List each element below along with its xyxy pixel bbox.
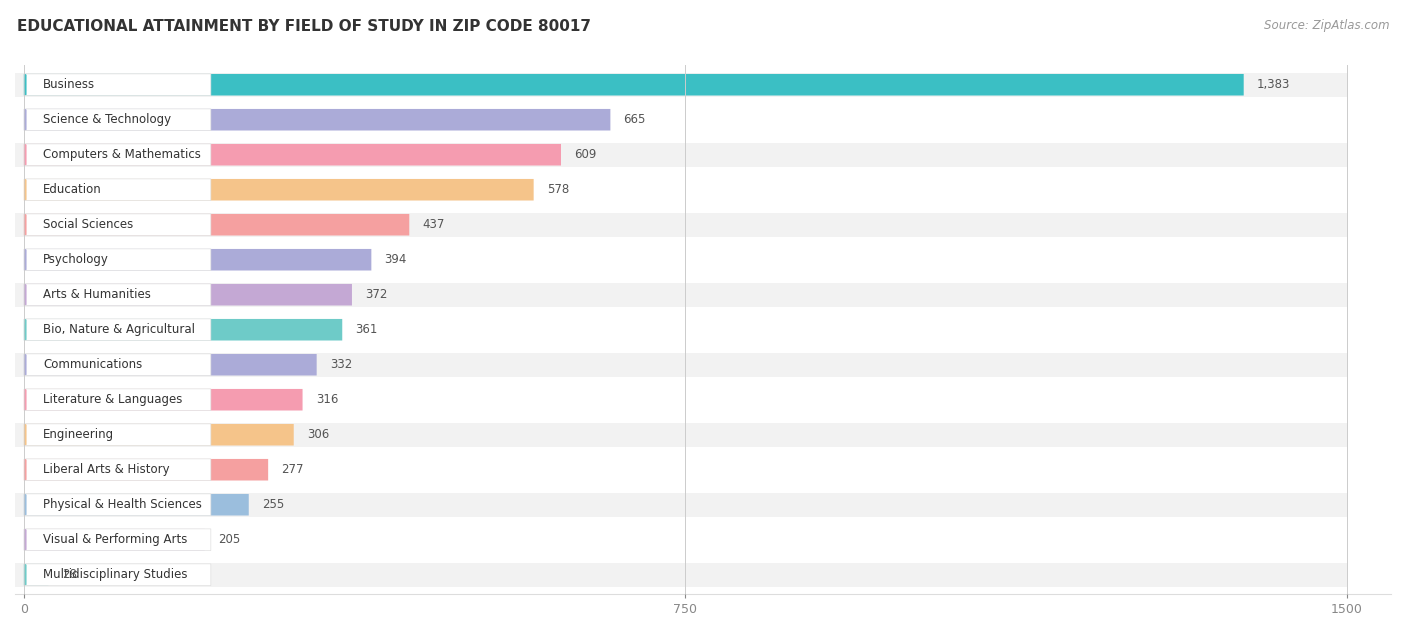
Text: 306: 306	[307, 428, 329, 441]
FancyBboxPatch shape	[0, 108, 1347, 132]
Text: Bio, Nature & Agricultural: Bio, Nature & Agricultural	[44, 323, 195, 336]
FancyBboxPatch shape	[25, 179, 211, 201]
Text: EDUCATIONAL ATTAINMENT BY FIELD OF STUDY IN ZIP CODE 80017: EDUCATIONAL ATTAINMENT BY FIELD OF STUDY…	[17, 19, 591, 34]
FancyBboxPatch shape	[25, 144, 211, 165]
FancyBboxPatch shape	[0, 353, 1347, 377]
FancyBboxPatch shape	[24, 109, 610, 131]
Text: Source: ZipAtlas.com: Source: ZipAtlas.com	[1264, 19, 1389, 32]
Text: 361: 361	[356, 323, 378, 336]
FancyBboxPatch shape	[25, 564, 211, 586]
FancyBboxPatch shape	[0, 423, 1347, 447]
Text: 205: 205	[218, 533, 240, 546]
Text: 277: 277	[281, 463, 304, 476]
FancyBboxPatch shape	[25, 424, 211, 445]
FancyBboxPatch shape	[24, 529, 205, 550]
Text: 437: 437	[423, 218, 444, 231]
FancyBboxPatch shape	[0, 73, 1347, 97]
FancyBboxPatch shape	[24, 144, 561, 165]
Text: Communications: Communications	[44, 358, 142, 371]
FancyBboxPatch shape	[24, 284, 351, 305]
Text: 665: 665	[624, 113, 645, 126]
FancyBboxPatch shape	[25, 389, 211, 411]
Text: Social Sciences: Social Sciences	[44, 218, 134, 231]
FancyBboxPatch shape	[24, 74, 1244, 95]
Text: 609: 609	[574, 148, 596, 162]
Text: 394: 394	[385, 253, 406, 266]
Text: Computers & Mathematics: Computers & Mathematics	[44, 148, 201, 162]
FancyBboxPatch shape	[24, 354, 316, 375]
Text: Visual & Performing Arts: Visual & Performing Arts	[44, 533, 187, 546]
FancyBboxPatch shape	[0, 143, 1347, 167]
Text: Engineering: Engineering	[44, 428, 114, 441]
FancyBboxPatch shape	[24, 214, 409, 235]
FancyBboxPatch shape	[24, 319, 342, 341]
FancyBboxPatch shape	[0, 248, 1347, 271]
Text: Business: Business	[44, 78, 96, 91]
FancyBboxPatch shape	[24, 179, 534, 201]
Text: 255: 255	[262, 498, 284, 511]
Text: Literature & Languages: Literature & Languages	[44, 393, 183, 406]
FancyBboxPatch shape	[24, 494, 249, 516]
FancyBboxPatch shape	[25, 249, 211, 271]
FancyBboxPatch shape	[0, 493, 1347, 517]
Text: 1,383: 1,383	[1257, 78, 1291, 91]
FancyBboxPatch shape	[0, 318, 1347, 341]
FancyBboxPatch shape	[24, 249, 371, 271]
Text: Psychology: Psychology	[44, 253, 110, 266]
FancyBboxPatch shape	[25, 494, 211, 516]
Text: 332: 332	[330, 358, 352, 371]
Text: 372: 372	[366, 288, 388, 301]
FancyBboxPatch shape	[0, 458, 1347, 481]
FancyBboxPatch shape	[24, 564, 49, 586]
FancyBboxPatch shape	[0, 528, 1347, 551]
FancyBboxPatch shape	[24, 424, 294, 445]
Text: 578: 578	[547, 183, 569, 196]
FancyBboxPatch shape	[25, 459, 211, 481]
Text: Arts & Humanities: Arts & Humanities	[44, 288, 150, 301]
Text: Physical & Health Sciences: Physical & Health Sciences	[44, 498, 202, 511]
Text: Liberal Arts & History: Liberal Arts & History	[44, 463, 170, 476]
FancyBboxPatch shape	[0, 388, 1347, 411]
FancyBboxPatch shape	[25, 319, 211, 341]
FancyBboxPatch shape	[0, 213, 1347, 237]
FancyBboxPatch shape	[25, 354, 211, 375]
FancyBboxPatch shape	[0, 563, 1347, 587]
Text: Science & Technology: Science & Technology	[44, 113, 172, 126]
Text: 28: 28	[62, 569, 76, 581]
FancyBboxPatch shape	[25, 109, 211, 131]
Text: Multidisciplinary Studies: Multidisciplinary Studies	[44, 569, 188, 581]
FancyBboxPatch shape	[0, 178, 1347, 202]
FancyBboxPatch shape	[0, 283, 1347, 307]
FancyBboxPatch shape	[25, 214, 211, 235]
FancyBboxPatch shape	[25, 529, 211, 551]
Text: Education: Education	[44, 183, 103, 196]
FancyBboxPatch shape	[24, 459, 269, 480]
FancyBboxPatch shape	[25, 284, 211, 305]
Text: 316: 316	[316, 393, 339, 406]
FancyBboxPatch shape	[24, 389, 302, 411]
FancyBboxPatch shape	[25, 74, 211, 95]
